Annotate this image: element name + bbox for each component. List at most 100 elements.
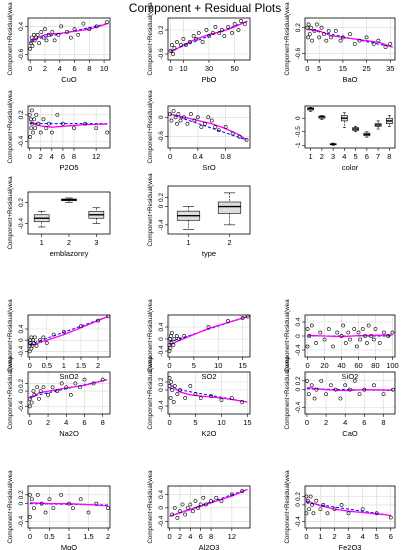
- data-point: [41, 385, 46, 390]
- plot-frame: [27, 17, 111, 61]
- x-tick-label: 4: [361, 532, 365, 541]
- data-point: [390, 330, 395, 335]
- data-point: [32, 117, 36, 122]
- data-point: [28, 135, 33, 139]
- linear-fit-line: [29, 315, 109, 345]
- x-tick-label: 0: [304, 532, 308, 541]
- y-axis-label: Component+Residual(wea: [284, 470, 291, 544]
- data-point: [106, 506, 110, 511]
- data-point: [182, 334, 187, 338]
- plot-frame: [304, 485, 396, 529]
- x-tick-label: 7: [376, 152, 380, 161]
- data-point: [237, 134, 242, 139]
- data-point: [72, 126, 76, 131]
- data-point: [245, 314, 250, 319]
- data-point: [72, 27, 77, 32]
- x-tick-label: 35: [386, 64, 394, 73]
- data-point: [175, 392, 180, 396]
- data-point: [216, 128, 221, 133]
- data-point: [30, 121, 35, 126]
- data-point: [307, 32, 312, 37]
- data-point: [352, 41, 357, 46]
- x-axis-label: SnO2: [59, 372, 78, 381]
- data-point: [96, 318, 100, 323]
- x-axis-label: type: [202, 249, 216, 258]
- x-tick-label: 2: [43, 64, 47, 73]
- data-point: [91, 381, 96, 386]
- x-tick-label: 0: [167, 532, 171, 541]
- data-point: [207, 34, 211, 38]
- x-tick-label: 4: [343, 418, 347, 427]
- x-tick-label: 30: [205, 64, 213, 73]
- data-point: [306, 35, 310, 40]
- x-tick-label: 50: [230, 64, 238, 73]
- x-tick-label: 80: [371, 361, 379, 370]
- data-point: [31, 389, 36, 393]
- x-tick-label: 15: [243, 418, 251, 427]
- y-tick-label: 0.4: [18, 324, 25, 333]
- data-point: [189, 112, 193, 116]
- y-tick-label: -0.4: [158, 219, 165, 231]
- data-point: [369, 334, 374, 338]
- panel-sio2: [302, 314, 396, 360]
- data-point: [309, 323, 314, 328]
- panel-bao: [302, 17, 396, 63]
- data-point: [206, 325, 211, 329]
- data-point: [168, 49, 173, 53]
- x-tick-label: 1.5: [76, 361, 86, 370]
- data-point: [94, 24, 99, 29]
- x-tick-label: 2: [46, 418, 50, 427]
- y-tick-label: -0.4: [18, 345, 25, 357]
- data-point: [232, 22, 237, 26]
- linear-fit-line: [169, 113, 247, 141]
- x-tick-label: 0: [167, 418, 171, 427]
- x-tick-label: 8: [101, 418, 105, 427]
- y-axis-label: Component+Residual(wea: [7, 356, 14, 430]
- data-point: [360, 327, 365, 331]
- x-tick-label: 0.8: [220, 152, 230, 161]
- data-point: [51, 506, 56, 511]
- x-tick-label: 6: [362, 418, 366, 427]
- data-point: [176, 112, 181, 116]
- panel-fe2o3: [302, 485, 396, 531]
- data-point: [31, 130, 35, 135]
- data-point: [29, 126, 34, 131]
- data-point: [78, 385, 82, 390]
- x-tick-label: 2: [332, 532, 336, 541]
- data-point: [178, 388, 182, 392]
- smooth-fit-line: [169, 315, 248, 346]
- data-point: [304, 511, 309, 516]
- data-point: [27, 404, 32, 409]
- x-tick-label: 6: [365, 152, 369, 161]
- data-point: [314, 341, 318, 345]
- data-point: [172, 505, 177, 510]
- y-tick-label: 0.2: [295, 376, 302, 385]
- data-point: [31, 341, 36, 345]
- data-point: [374, 511, 379, 516]
- data-point: [382, 330, 386, 335]
- y-tick-label: 0: [158, 204, 165, 208]
- x-tick-label: 8: [209, 532, 213, 541]
- y-tick-label: -0.6: [18, 48, 25, 60]
- data-point: [226, 319, 230, 323]
- x-tick-label: 5: [375, 532, 379, 541]
- data-point: [229, 492, 234, 497]
- data-point: [193, 499, 198, 504]
- y-tick-label: 0.2: [158, 193, 165, 202]
- data-point: [37, 396, 41, 401]
- data-point: [32, 393, 37, 397]
- y-tick-label: 0: [18, 501, 25, 505]
- data-point: [348, 337, 352, 342]
- data-point: [219, 499, 224, 504]
- y-tick-label: 0: [295, 334, 302, 338]
- y-tick-label: -0.4: [18, 135, 25, 147]
- data-point: [328, 383, 333, 388]
- data-point: [339, 502, 344, 507]
- data-point: [223, 125, 228, 129]
- data-point: [168, 346, 173, 350]
- data-point: [204, 28, 209, 32]
- x-axis-label: Na2O: [59, 429, 79, 438]
- data-point: [343, 341, 348, 345]
- x-tick-label: 8: [87, 64, 91, 73]
- data-point: [172, 337, 177, 341]
